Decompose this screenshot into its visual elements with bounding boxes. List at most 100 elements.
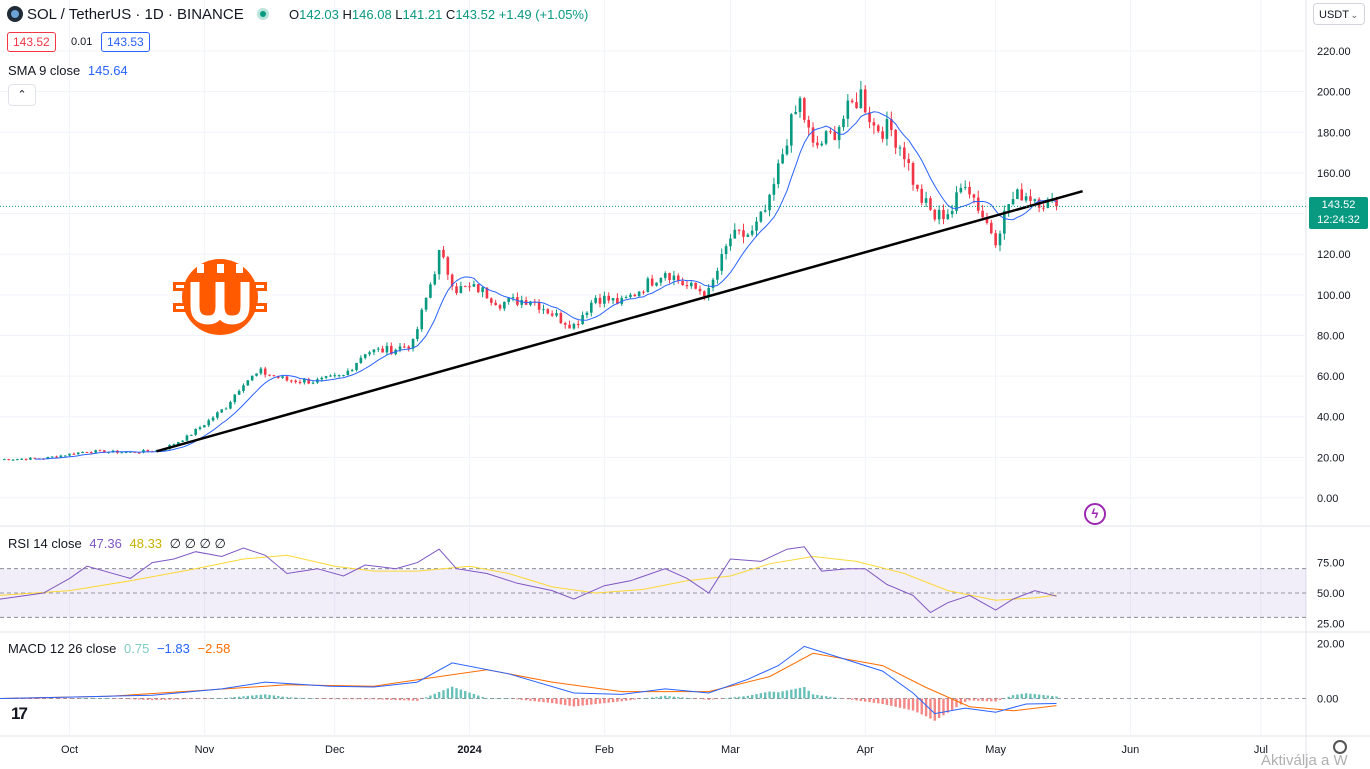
collapse-chevron-icon[interactable]: ⌃ <box>8 84 36 106</box>
macd-histogram-bar <box>711 698 715 700</box>
candle-body <box>742 230 745 237</box>
candle-body <box>72 453 76 455</box>
macd-histogram-bar <box>803 686 806 699</box>
candle-body <box>972 194 976 198</box>
candle-body <box>620 297 624 304</box>
macd-histogram-bar <box>894 698 897 707</box>
macd-histogram-bar <box>250 695 254 699</box>
rsi-legend[interactable]: RSI 14 close 47.36 48.33 ∅ ∅ ∅ ∅ <box>8 536 226 552</box>
macd-histogram-bar <box>698 698 702 700</box>
candle-body <box>20 458 24 460</box>
macd-histogram-bar <box>837 697 841 699</box>
macd-histogram-bar <box>359 698 363 700</box>
gear-icon[interactable] <box>1333 740 1347 754</box>
macd-histogram-bar <box>737 696 741 699</box>
macd-histogram-bar <box>272 695 276 699</box>
candle-body <box>637 291 641 297</box>
macd-histogram-bar <box>385 698 389 700</box>
candle-body <box>737 229 741 231</box>
bar-countdown: 12:24:32 <box>1317 214 1360 226</box>
candle-body <box>285 376 289 381</box>
candle-body <box>763 210 767 212</box>
macd-histogram-bar <box>98 698 102 699</box>
candle-body <box>203 425 206 428</box>
candle-body <box>903 147 906 160</box>
candle-body <box>498 305 502 309</box>
macd-histogram-bar <box>1055 696 1058 699</box>
candle-body <box>207 420 210 426</box>
candle-body <box>29 457 32 460</box>
candle-body <box>924 198 928 203</box>
candle-body <box>950 210 954 215</box>
macd-histogram-bar <box>333 698 336 700</box>
candle-body <box>803 98 806 120</box>
candle-body <box>759 211 763 222</box>
candle-body <box>663 273 667 278</box>
candle-body <box>790 114 793 146</box>
sma-legend[interactable]: SMA 9 close 145.64 <box>8 63 128 78</box>
candle-body <box>833 131 837 141</box>
currency-value: USDT <box>1319 9 1349 21</box>
candle-body <box>550 313 554 316</box>
candle-body <box>276 376 280 378</box>
macd-histogram-bar <box>216 698 219 699</box>
macd-histogram-bar <box>550 698 554 704</box>
macd-histogram-bar <box>1033 694 1036 699</box>
candle-body <box>768 194 771 211</box>
buy-price-button[interactable]: 143.53 <box>101 32 150 52</box>
macd-histogram-bar <box>159 698 163 700</box>
candle-body <box>990 222 993 234</box>
candle-body <box>894 129 897 148</box>
candle-body <box>194 428 197 435</box>
candle-body <box>642 291 645 293</box>
macd-histogram-bar <box>50 698 54 699</box>
macd-histogram-bar <box>485 698 489 699</box>
rsi-tick-label: 75.00 <box>1317 558 1345 570</box>
macd-histogram-bar <box>477 695 480 699</box>
macd-histogram-bar <box>498 698 502 699</box>
symbol-title[interactable]: SOL / TetherUS · 1D · BINANCE <box>27 6 244 23</box>
candle-body <box>994 233 997 246</box>
rsi-value: 47.36 <box>89 536 122 551</box>
candle-body <box>11 459 15 461</box>
macd-histogram-bar <box>937 698 941 718</box>
candle-body <box>294 380 297 383</box>
macd-histogram-bar <box>955 698 958 708</box>
macd-histogram-bar <box>420 698 423 700</box>
candle-body <box>481 287 484 293</box>
macd-histogram-bar <box>829 696 832 699</box>
macd-histogram-bar <box>850 698 854 700</box>
sell-price-button[interactable]: 143.52 <box>7 32 56 52</box>
candle-body <box>281 376 284 378</box>
macd-histogram-bar <box>181 698 184 700</box>
macd-histogram-bar <box>220 698 223 699</box>
candle-body <box>911 162 915 185</box>
coin-watermark-icon <box>173 259 267 335</box>
candle-body <box>342 375 345 377</box>
macd-legend[interactable]: MACD 12 26 close 0.75 −1.83 −2.58 <box>8 641 230 656</box>
macd-histogram-bar <box>907 698 910 710</box>
candle-body <box>90 452 93 454</box>
y-tick-label: 100.00 <box>1317 290 1351 302</box>
macd-histogram-bar <box>859 698 863 701</box>
macd-histogram-bar <box>90 698 93 699</box>
candle-body <box>794 112 797 115</box>
macd-histogram-bar <box>529 698 532 701</box>
candle-body <box>868 112 871 123</box>
candle-body <box>920 188 924 203</box>
currency-select[interactable]: USDT ⌄ <box>1313 3 1365 25</box>
macd-histogram-bar <box>459 689 463 699</box>
candle-body <box>490 298 493 303</box>
macd-histogram-bar <box>120 698 123 699</box>
rsi-ma-value: 48.33 <box>129 536 163 551</box>
macd-histogram-bar <box>559 698 563 705</box>
macd-histogram-bar <box>764 692 767 699</box>
macd-histogram-bar <box>1042 695 1045 699</box>
macd-line-value: −1.83 <box>156 641 190 656</box>
candle-body <box>7 459 10 461</box>
macd-histogram-bar <box>577 698 580 706</box>
tradingview-logo-icon[interactable]: 17 <box>11 704 28 723</box>
lightning-icon[interactable]: ϟ <box>1084 503 1106 525</box>
macd-histogram-bar <box>85 698 89 699</box>
